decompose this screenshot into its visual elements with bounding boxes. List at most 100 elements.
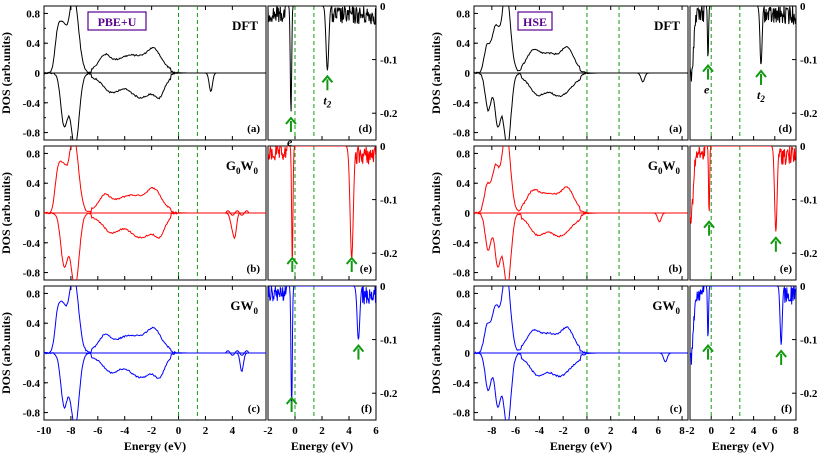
x-tick-label: 6 bbox=[656, 425, 662, 437]
inset-y-tick-label: 0 bbox=[380, 141, 386, 153]
row-2: 0.8 0.4 0 -0.4 -0.8 (b) G0W0 0 -0.1 -0.2 (e) bbox=[23, 141, 398, 281]
x-tick-label: 4 bbox=[632, 425, 638, 437]
figure-pbe-u: 0.80.40-0.4-0.8 (a)DFT0-0.1-0.2(d)et20.80… bbox=[0, 1, 398, 453]
inset-y-tick-label: -0.2 bbox=[380, 108, 398, 120]
x-tick-label: -6 bbox=[511, 425, 521, 437]
dos-spin-up-line bbox=[44, 146, 266, 216]
x-tick-label: 0 bbox=[584, 425, 590, 437]
y-tick-label: 0.4 bbox=[26, 318, 40, 330]
inset-plot-frame bbox=[689, 5, 797, 141]
inset-dos-line bbox=[690, 146, 796, 232]
inset-panel-label: (d) bbox=[779, 123, 793, 135]
dos-spin-up-line bbox=[474, 6, 688, 75]
functional-label: HSE bbox=[523, 15, 547, 29]
green-arrow-head bbox=[755, 69, 767, 78]
x-tick-label: -4 bbox=[120, 425, 130, 437]
method-label: DFT bbox=[232, 18, 258, 33]
inset-dos-line bbox=[690, 286, 796, 365]
row-2: 0.8 0.4 0 -0.4 -0.8 (b) G0W0 0 -0.1 -0.2 (e) bbox=[453, 141, 818, 281]
y-tick-label: 0 bbox=[465, 348, 471, 360]
inset-dos-line bbox=[268, 286, 376, 409]
inset-x-axis-title: Energy (eV) bbox=[712, 439, 774, 453]
inset-plot-frame bbox=[689, 145, 797, 281]
inset-x-tick-label: 6 bbox=[373, 425, 379, 437]
inset-plot-frame bbox=[267, 145, 377, 281]
inset-x-tick-label: 2 bbox=[730, 425, 736, 437]
x-tick-label: -4 bbox=[535, 425, 545, 437]
y-tick-label: 0.8 bbox=[26, 148, 40, 160]
inset-y-tick-label: 0 bbox=[800, 1, 806, 13]
y-tick-label: -0.4 bbox=[23, 98, 41, 110]
y-tick-label: -0.8 bbox=[453, 408, 471, 420]
inset-y-tick-label: -0.2 bbox=[800, 108, 818, 120]
y-tick-label: 0 bbox=[465, 68, 471, 80]
panel-label: (c) bbox=[670, 403, 683, 415]
green-arrow-head bbox=[770, 236, 782, 245]
row-3: 0.8 0.4 0 -0.4 -0.8 (c) GW0 0 -0.1 -0.2 (f) bbox=[23, 281, 398, 421]
y-tick-label: -0.4 bbox=[23, 378, 41, 390]
inset-x-tick-label: 0 bbox=[708, 425, 714, 437]
inset-y-tick-label: 0 bbox=[800, 141, 806, 153]
method-label: G0W0 bbox=[648, 158, 681, 176]
inset-y-tick-label: 0 bbox=[800, 281, 806, 293]
x-tick-label: 0 bbox=[176, 425, 182, 437]
green-arrow-head bbox=[286, 256, 299, 265]
inset-dos-line bbox=[268, 6, 376, 112]
e-annotation: e bbox=[704, 83, 710, 97]
y-axis-title: DOS (arb.units) bbox=[429, 312, 443, 394]
dos-spin-up-line bbox=[44, 6, 266, 75]
green-arrow-head bbox=[702, 64, 714, 73]
y-tick-label: 0.8 bbox=[26, 288, 40, 300]
green-arrow-head bbox=[285, 116, 297, 125]
y-tick-label: -0.8 bbox=[453, 128, 471, 140]
method-label: GW0 bbox=[230, 298, 258, 316]
inset-dos-line bbox=[268, 146, 376, 258]
y-tick-label: -0.4 bbox=[453, 378, 471, 390]
y-tick-label: 0 bbox=[35, 208, 41, 220]
green-arrow-head bbox=[345, 256, 358, 265]
functional-label-box bbox=[517, 11, 553, 31]
inset-y-tick-label: -0.1 bbox=[800, 335, 817, 347]
row-1: 0.8 0.4 0 -0.4 -0.8 (a) DFT 0 -0.1 -0.2 (d) e t2 bbox=[23, 1, 398, 149]
method-label: GW0 bbox=[652, 298, 680, 316]
inset-panel-label: (d) bbox=[359, 123, 373, 135]
dos-spin-down-line bbox=[44, 71, 266, 140]
panel-label: (b) bbox=[669, 263, 683, 275]
inset-panel-label: (f) bbox=[361, 403, 372, 415]
inset-y-tick-label: -0.1 bbox=[800, 55, 817, 67]
y-tick-label: -0.8 bbox=[23, 268, 41, 280]
inset-y-tick-label: -0.1 bbox=[380, 55, 397, 67]
inset-x-tick-label: 8 bbox=[793, 425, 799, 437]
y-tick-label: -0.4 bbox=[453, 238, 471, 250]
y-tick-label: 0.8 bbox=[456, 148, 470, 160]
dos-spin-up-line bbox=[474, 286, 688, 355]
inset-y-tick-label: -0.2 bbox=[380, 248, 398, 260]
method-label: G0W0 bbox=[226, 158, 259, 176]
y-tick-label: -0.4 bbox=[23, 238, 41, 250]
y-tick-label: 0.8 bbox=[456, 288, 470, 300]
y-tick-label: 0.8 bbox=[456, 8, 470, 20]
inset-y-tick-label: -0.1 bbox=[380, 335, 397, 347]
inset-x-tick-label: 2 bbox=[319, 425, 325, 437]
panel-label: (a) bbox=[669, 123, 682, 135]
y-tick-label: 0.4 bbox=[26, 38, 40, 50]
inset-panel-label: (e) bbox=[360, 263, 373, 275]
y-axis-title: DOS (arb.units) bbox=[429, 172, 443, 254]
inset-panel-label: (f) bbox=[781, 403, 792, 415]
inset-plot-frame bbox=[267, 5, 377, 141]
panel-label: (b) bbox=[247, 263, 261, 275]
inset-x-tick-label: 0 bbox=[292, 425, 298, 437]
inset-y-tick-label: 0 bbox=[380, 281, 386, 293]
inset-x-tick-label: 4 bbox=[346, 425, 352, 437]
green-arrow-head bbox=[352, 344, 365, 353]
x-tick-label: -2 bbox=[559, 425, 569, 437]
x-tick-label: -10 bbox=[37, 425, 52, 437]
green-arrow-head bbox=[775, 349, 787, 358]
inset-y-tick-label: -0.2 bbox=[800, 388, 818, 400]
y-axis-title: DOS (arb.units) bbox=[429, 32, 443, 114]
dos-spin-down-line bbox=[474, 351, 688, 420]
x-tick-label: -6 bbox=[93, 425, 103, 437]
y-tick-label: -0.8 bbox=[23, 128, 41, 140]
x-tick-label: 8 bbox=[679, 425, 685, 437]
